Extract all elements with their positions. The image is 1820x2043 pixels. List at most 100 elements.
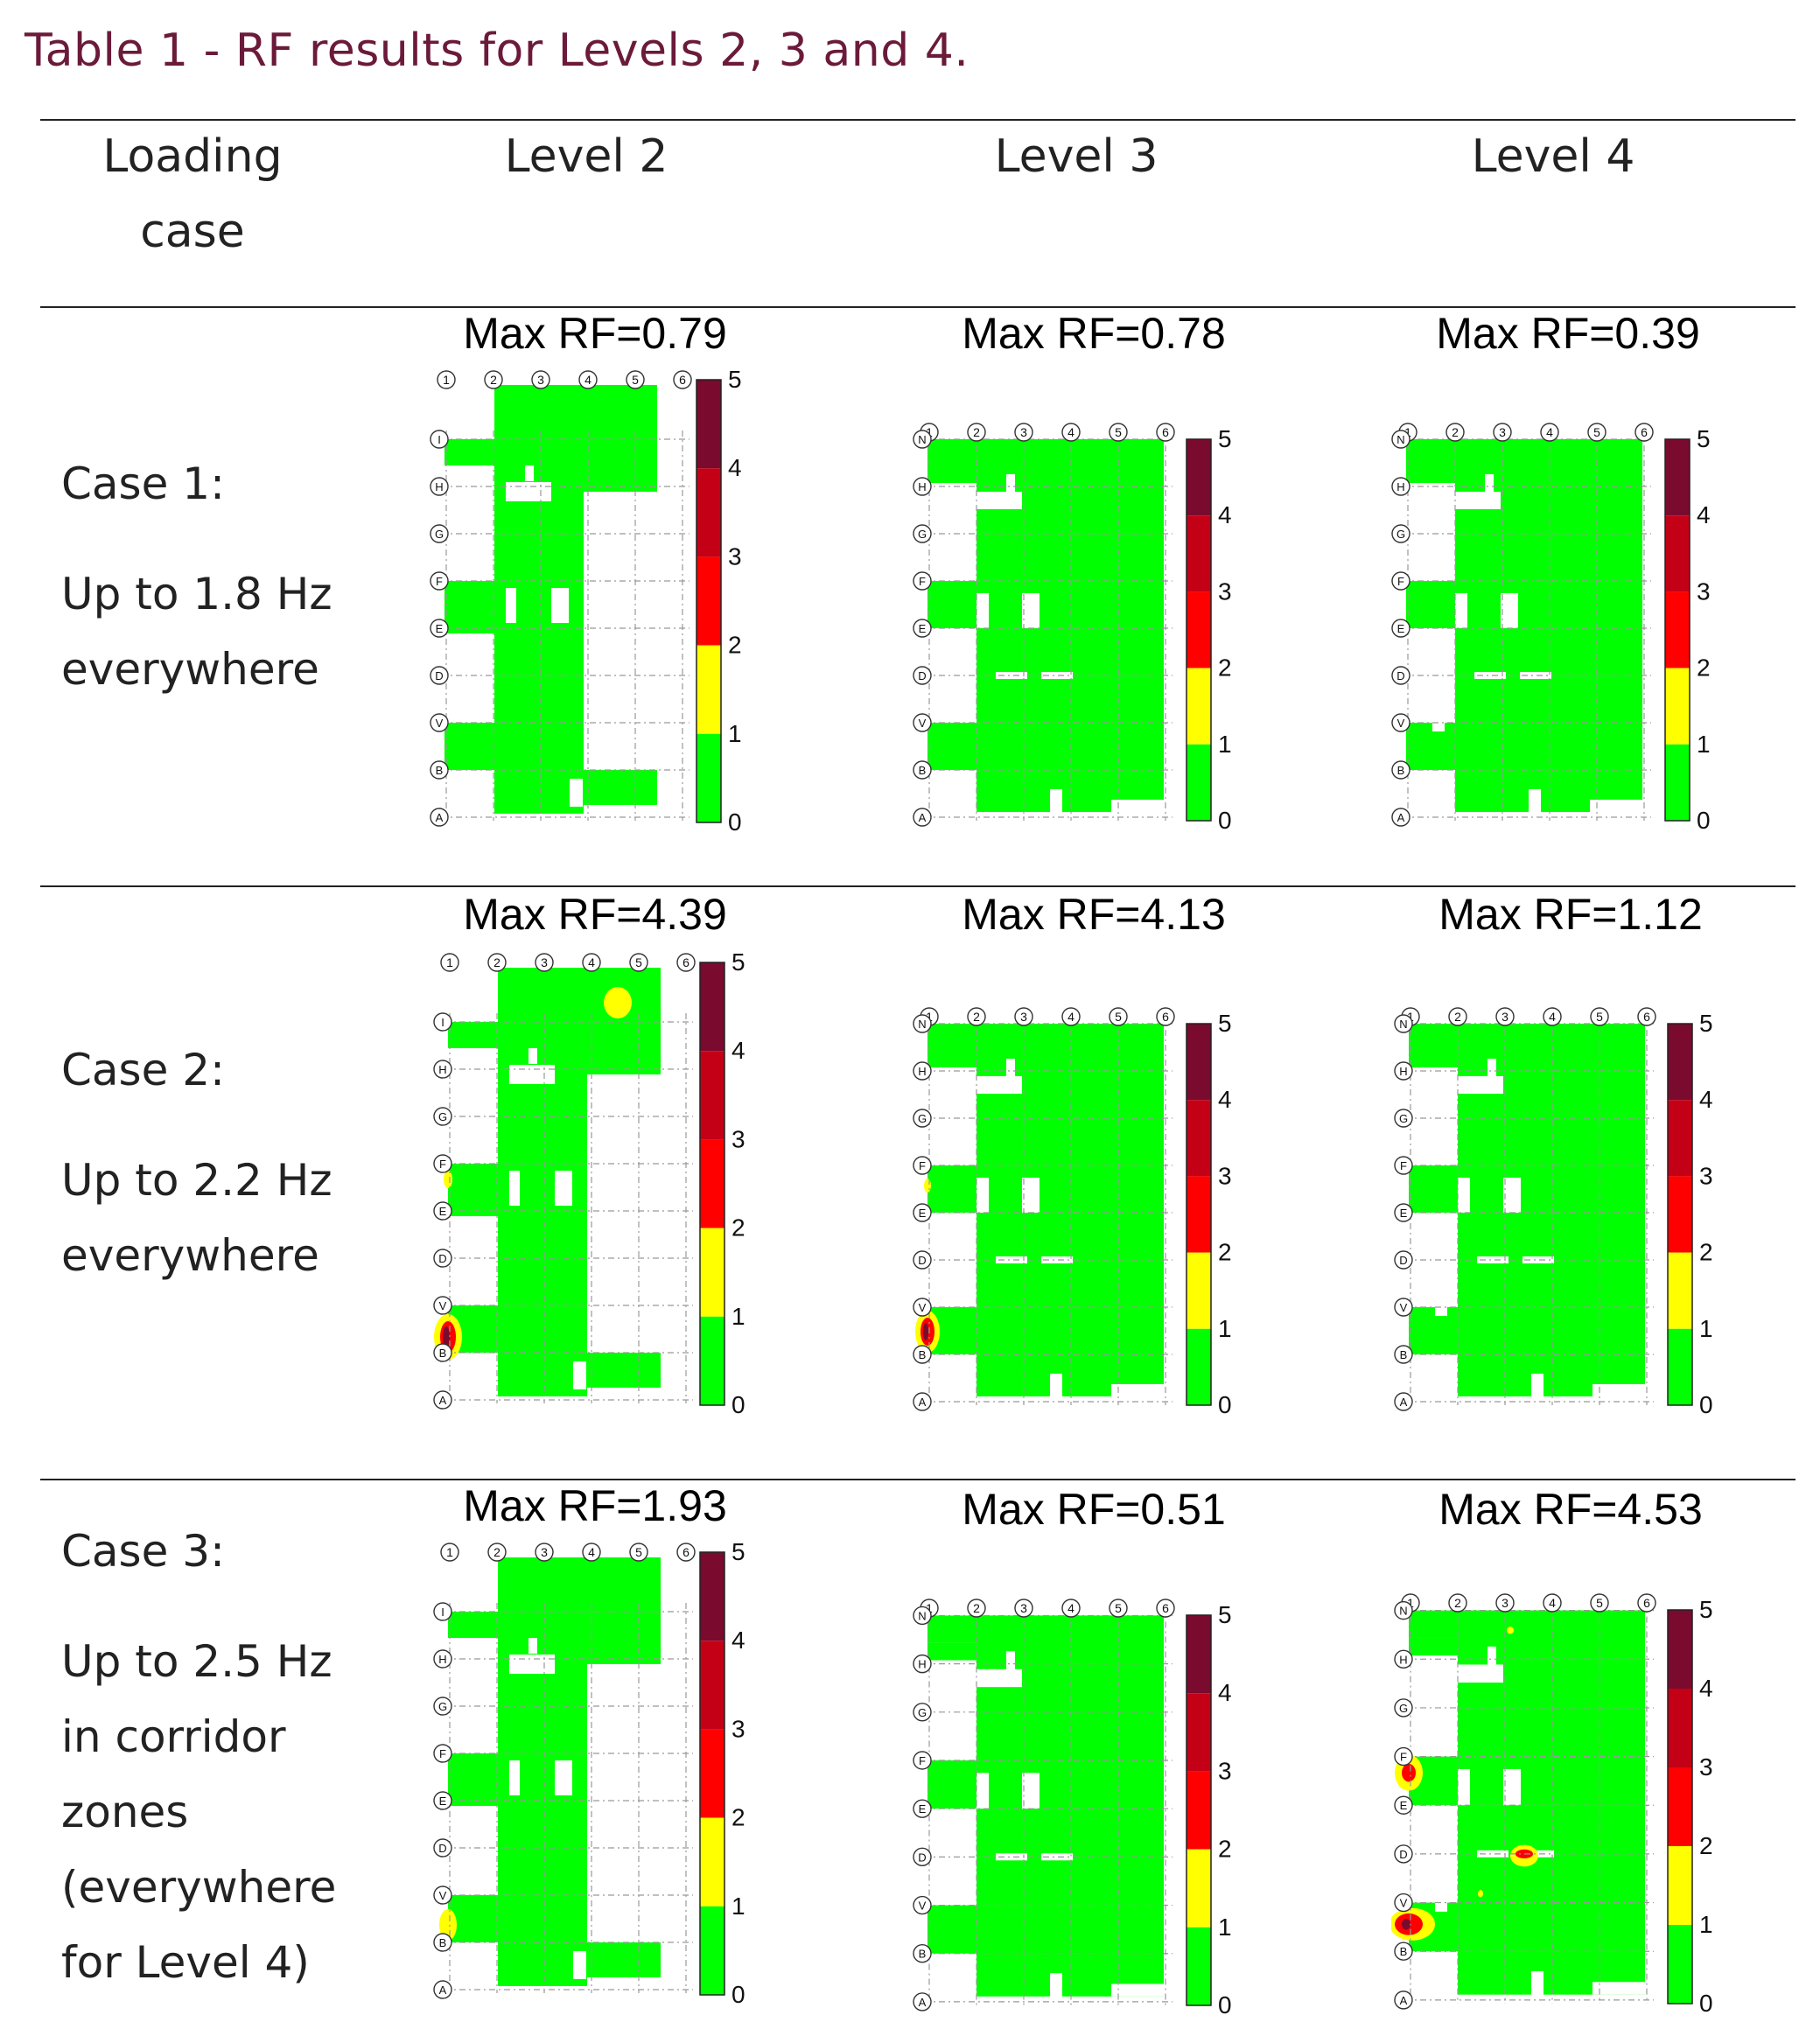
case-line: for Level 4) xyxy=(61,1937,310,1988)
grid-bubble xyxy=(433,1602,452,1621)
grid-bubble xyxy=(1448,1593,1467,1613)
colorbar-tick-label: 1 xyxy=(1218,731,1232,758)
case-line: zones xyxy=(61,1787,189,1837)
colorbar-segment xyxy=(1186,515,1211,592)
floor-opening xyxy=(1458,1769,1470,1806)
floor-opening xyxy=(1458,1178,1470,1213)
floor-opening xyxy=(1455,593,1467,628)
floor-area xyxy=(444,439,494,465)
colorbar-segment xyxy=(1665,668,1690,745)
grid-row-label: V xyxy=(919,1900,927,1913)
grid-bubble xyxy=(484,370,503,389)
grid-bubble xyxy=(1014,1599,1033,1618)
grid-column-label: 5 xyxy=(1115,1601,1122,1615)
grid-row-label: G xyxy=(1396,528,1405,541)
colorbar-segment xyxy=(1186,439,1211,516)
grid-row-label: V xyxy=(439,1889,447,1902)
colorbar-tick-label: 1 xyxy=(728,720,742,747)
grid-bubble xyxy=(913,1392,932,1411)
grid-bubble xyxy=(1495,1593,1515,1613)
grid-bubble xyxy=(1394,1061,1413,1081)
grid-row-label: F xyxy=(919,1159,926,1172)
grid-row-label: B xyxy=(439,1347,447,1360)
colorbar-segment xyxy=(1668,1767,1692,1846)
grid-bubble xyxy=(487,1543,507,1562)
floor-slot xyxy=(1520,672,1551,679)
colorbar-segment xyxy=(700,1139,724,1228)
grid-column-label: 5 xyxy=(635,1545,642,1559)
grid-bubble xyxy=(1391,760,1410,780)
grid-column-label: 5 xyxy=(1596,1596,1603,1610)
rf-plot-case1-level3: 1 2 3 4 5 6 N H G F E D V B A 5 4 3 2 1 0 xyxy=(913,423,1232,829)
grid-bubble xyxy=(913,713,932,732)
grid-row-label: F xyxy=(1400,1159,1407,1172)
colorbar-segment xyxy=(1186,1100,1211,1177)
grid-column-label: 1 xyxy=(446,1545,453,1559)
colorbar-tick-label: 5 xyxy=(1218,425,1232,452)
grid-bubble xyxy=(1590,1007,1609,1026)
floor-area xyxy=(444,581,494,633)
grid-bubble xyxy=(913,1250,932,1270)
grid-row-label: A xyxy=(439,1394,447,1407)
floor-area xyxy=(1409,1307,1458,1354)
grid-row-label: D xyxy=(918,1254,926,1267)
rf-plot-case1-level2: 1 2 3 4 5 6 I H G F E D V B A 5 4 3 2 1 0 xyxy=(430,367,742,831)
grid-row-label: V xyxy=(1397,717,1405,730)
floor-area xyxy=(448,1753,498,1806)
grid-bubble xyxy=(430,430,449,449)
grid-column-label: 1 xyxy=(926,1010,933,1024)
grid-column-label: 4 xyxy=(1068,425,1074,439)
floor-opening xyxy=(573,1951,586,1979)
grid-bubble xyxy=(582,1543,601,1562)
grid-row-label: N xyxy=(918,1609,926,1622)
grid-bubble xyxy=(1394,1600,1413,1620)
floor-area xyxy=(1406,723,1455,770)
grid-bubble xyxy=(433,1249,452,1268)
grid-column-label: 2 xyxy=(973,1010,980,1024)
grid-bubble xyxy=(487,953,507,972)
grid-bubble xyxy=(913,477,932,496)
colorbar-segment xyxy=(1186,1771,1211,1850)
colorbar-tick-label: 4 xyxy=(732,1627,746,1654)
grid-bubble xyxy=(1394,1109,1413,1128)
grid-row-label: A xyxy=(436,811,444,824)
rf-plot-case3-level3: 1 2 3 4 5 6 N H G F E D V B A 5 4 3 2 1 0 xyxy=(913,1599,1232,2014)
floor-opening xyxy=(1050,1374,1062,1400)
floor-opening xyxy=(976,1178,989,1213)
floor-area xyxy=(448,1164,498,1216)
floor-area xyxy=(928,1050,976,1067)
floor-area xyxy=(1409,1165,1458,1213)
colorbar-segment xyxy=(700,962,724,1052)
grid-bubble xyxy=(433,1060,452,1079)
floor-slot xyxy=(1041,1256,1073,1263)
grid-bubble xyxy=(531,370,550,389)
grid-bubble xyxy=(433,1886,452,1905)
colorbar-segment xyxy=(1186,668,1211,745)
grid-bubble xyxy=(440,953,459,972)
floor-slot xyxy=(996,1853,1027,1861)
floor-opening xyxy=(1485,474,1494,496)
floor-area xyxy=(587,1942,661,1977)
grid-row-label: A xyxy=(1400,1396,1408,1409)
grid-row-label: N xyxy=(1399,1018,1407,1031)
floor-slot xyxy=(1522,1850,1554,1858)
rf-plot-case2-level2: 1 2 3 4 5 6 I H G F E D V B A 5 4 3 2 1 0 xyxy=(433,950,746,1414)
floor-opening xyxy=(506,482,551,501)
grid-bubble xyxy=(1109,1599,1128,1618)
grid-bubble xyxy=(1391,808,1410,827)
grid-bubble xyxy=(535,1543,554,1562)
grid-bubble xyxy=(913,1345,932,1364)
colorbar-frame xyxy=(1186,1023,1212,1406)
grid-column-label: 1 xyxy=(1407,1010,1414,1024)
grid-bubble xyxy=(1394,1156,1413,1175)
rf-plot-case3-level2: 1 2 3 4 5 6 I H G F E D V B A 5 4 3 2 1 0 xyxy=(433,1540,746,2004)
colorbar-frame xyxy=(699,962,725,1406)
colorbar-tick-label: 0 xyxy=(1699,1990,1713,2012)
floor-area xyxy=(1406,465,1455,483)
grid-row-label: D xyxy=(1396,669,1404,682)
grid-bubble xyxy=(433,1649,452,1669)
rf-hotspot-red xyxy=(1402,1763,1416,1782)
grid-column-label: 1 xyxy=(1407,1596,1414,1610)
header-level-2: Level 2 xyxy=(504,130,668,183)
grid-bubble xyxy=(1394,1298,1413,1317)
